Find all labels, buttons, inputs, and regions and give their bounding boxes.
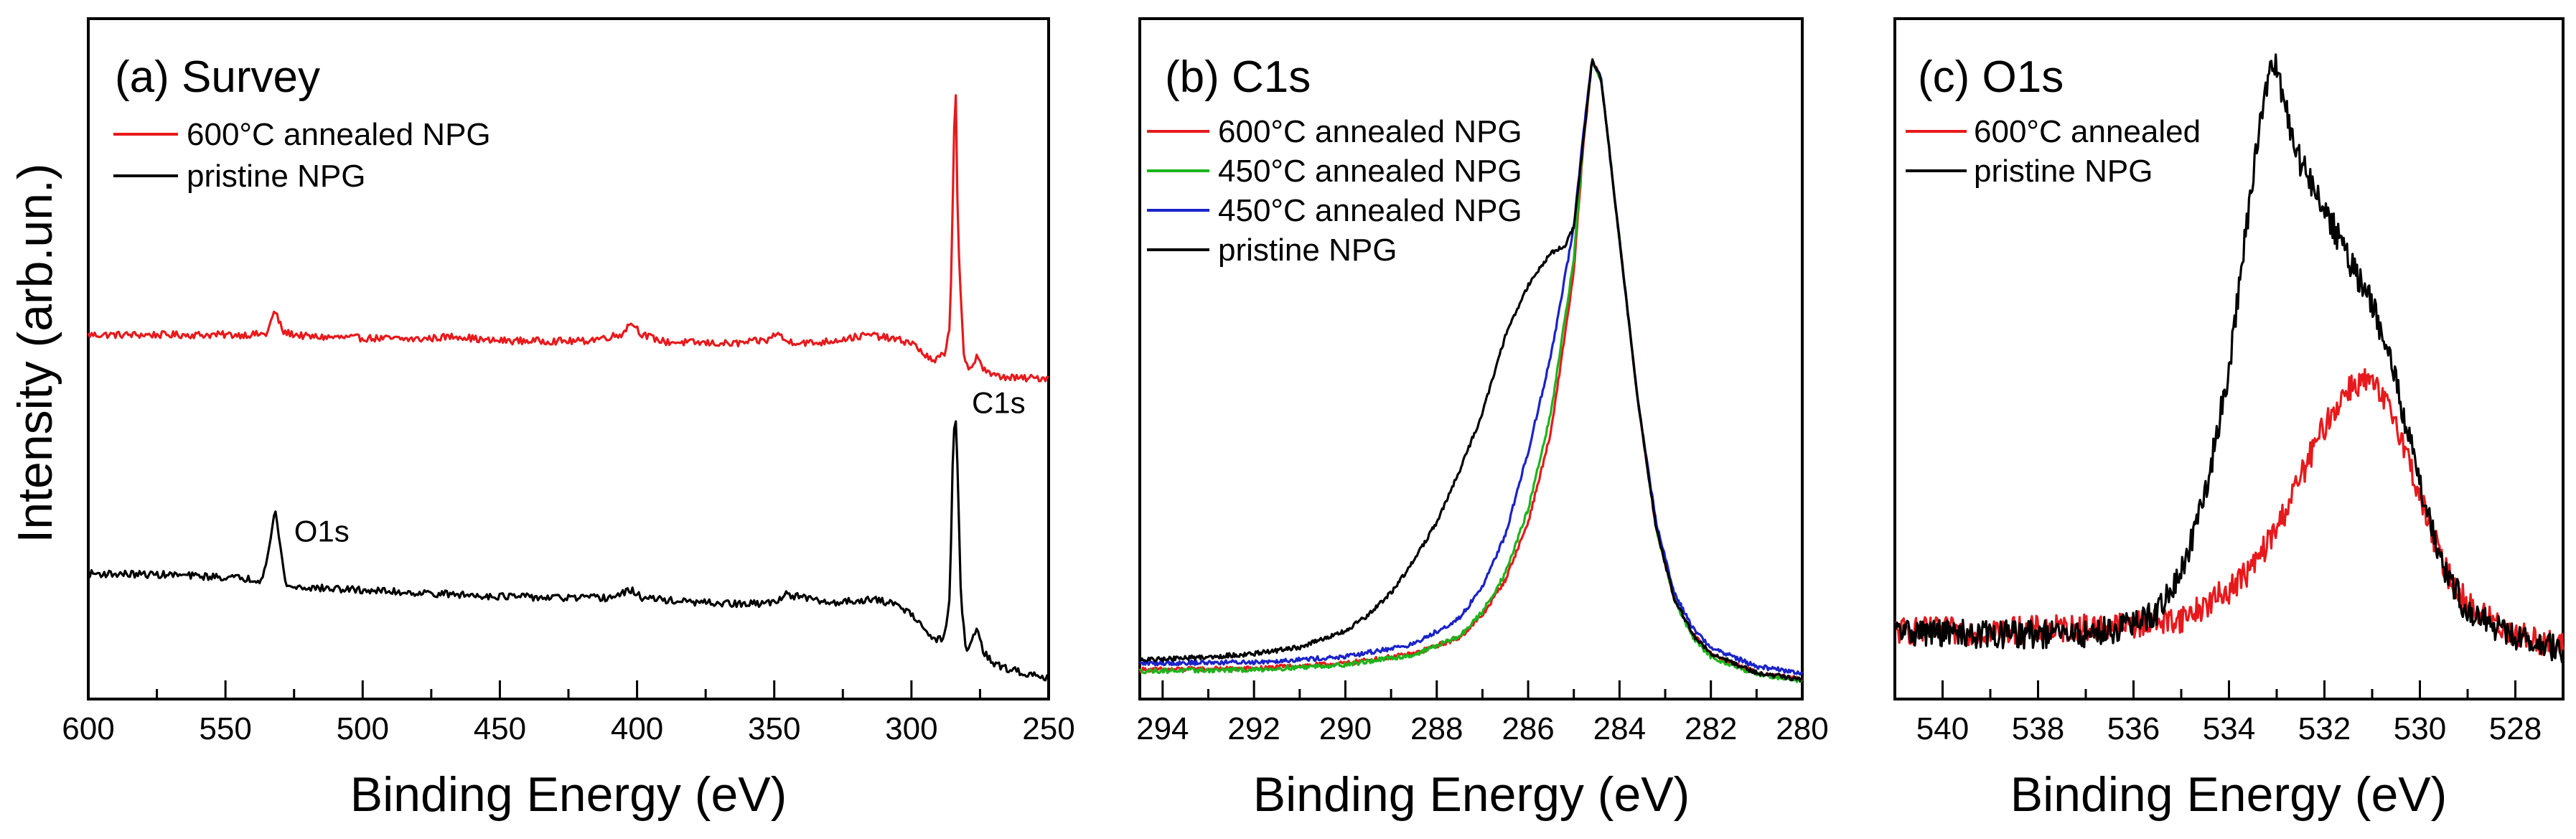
c1s-legend-annealed-450-blue: 450°C annealed NPG — [1218, 193, 1522, 228]
o1s-legend: 600°C annealed pristine NPG — [1906, 114, 2201, 189]
y-axis-label: Intensity (arb.un.) — [8, 163, 62, 543]
survey-xtick-label: 250 — [1022, 711, 1074, 746]
survey-legend-annealed-600: 600°C annealed NPG — [187, 117, 491, 152]
c1s-legend-annealed-450-green: 450°C annealed NPG — [1218, 154, 1522, 189]
survey-xtick-label: 550 — [199, 711, 251, 746]
c1s-xtick-label: 292 — [1227, 711, 1280, 746]
survey-xtick-label: 300 — [885, 711, 937, 746]
c1s-xtick-label: 282 — [1685, 711, 1737, 746]
o1s-xtick-label: 532 — [2298, 711, 2351, 746]
o1s-x-axis-label: Binding Energy (eV) — [2010, 767, 2448, 822]
c1s-plot-frame — [1138, 17, 1804, 700]
survey-legend-pristine: pristine NPG — [187, 159, 365, 194]
o1s-title: (c) O1s — [1918, 52, 2064, 102]
c1s-xtick-label: 294 — [1136, 711, 1189, 746]
o1s-xtick-label: 530 — [2394, 711, 2446, 746]
survey-title: (a) Survey — [115, 52, 320, 102]
o1s-xtick-label: 536 — [2107, 711, 2160, 746]
o1s-xtick-label: 540 — [1916, 711, 1969, 746]
c1s-x-axis-label: Binding Energy (eV) — [1253, 767, 1690, 822]
survey-xtick-label: 500 — [337, 711, 389, 746]
survey-xtick-label: 350 — [748, 711, 800, 746]
survey-x-axis-label: Binding Energy (eV) — [350, 767, 787, 822]
c1s-xtick-label: 284 — [1593, 711, 1646, 746]
o1s-legend-annealed-600: 600°C annealed — [1974, 114, 2201, 149]
c1s-legend: 600°C annealed NPG 450°C annealed NPG 45… — [1147, 114, 1522, 268]
c1s-series-2 — [1139, 60, 1804, 676]
c1s-xtick-label: 286 — [1502, 711, 1554, 746]
survey-xtick-label: 600 — [62, 711, 114, 746]
c1s-legend-annealed-600: 600°C annealed NPG — [1218, 114, 1522, 149]
survey-legend: 600°C annealed NPG pristine NPG — [113, 117, 491, 194]
c1s-xtick-label: 280 — [1776, 711, 1828, 746]
c1s-xtick-label: 290 — [1319, 711, 1372, 746]
survey-annotation-c1s: C1s — [972, 386, 1026, 420]
panel-survey: (a) Survey Binding Energy (eV) 600°C ann… — [62, 17, 1075, 822]
c1s-series-3 — [1138, 58, 1804, 683]
c1s-legend-pristine: pristine NPG — [1218, 233, 1397, 268]
survey-series-1 — [87, 420, 1050, 682]
panel-c1s: (b) C1s Binding Energy (eV) 600°C anneal… — [1136, 17, 1829, 822]
survey-xtick-label: 400 — [611, 711, 663, 746]
panel-o1s: (c) O1s Binding Energy (eV) 600°C anneal… — [1893, 17, 2565, 822]
o1s-xtick-label: 534 — [2203, 711, 2255, 746]
c1s-xtick-label: 288 — [1410, 711, 1463, 746]
o1s-xtick-label: 528 — [2489, 711, 2542, 746]
o1s-legend-pristine: pristine NPG — [1974, 154, 2153, 189]
survey-series-0 — [87, 94, 1049, 383]
survey-annotation-o1s: O1s — [294, 514, 350, 548]
c1s-title: (b) C1s — [1165, 52, 1311, 102]
o1s-series-1 — [1893, 53, 2564, 664]
survey-xtick-label: 450 — [474, 711, 526, 746]
o1s-xtick-label: 538 — [2012, 711, 2064, 746]
